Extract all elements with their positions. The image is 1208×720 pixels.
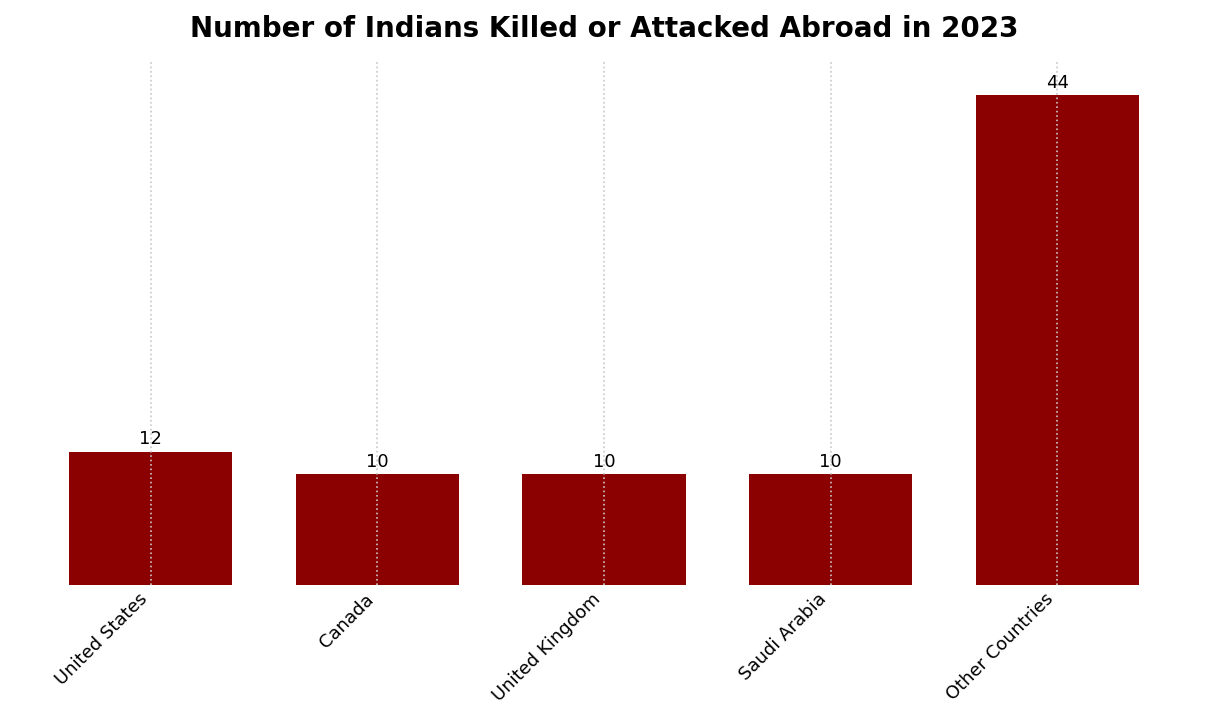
Bar bbox=[749, 474, 912, 585]
Bar bbox=[976, 95, 1139, 585]
Text: 12: 12 bbox=[139, 431, 162, 449]
Text: 10: 10 bbox=[819, 453, 842, 471]
Title: Number of Indians Killed or Attacked Abroad in 2023: Number of Indians Killed or Attacked Abr… bbox=[190, 15, 1018, 43]
Bar bbox=[522, 474, 686, 585]
Text: 44: 44 bbox=[1046, 74, 1069, 92]
Text: 10: 10 bbox=[366, 453, 389, 471]
Bar bbox=[69, 451, 232, 585]
Bar bbox=[296, 474, 459, 585]
Text: 10: 10 bbox=[593, 453, 615, 471]
